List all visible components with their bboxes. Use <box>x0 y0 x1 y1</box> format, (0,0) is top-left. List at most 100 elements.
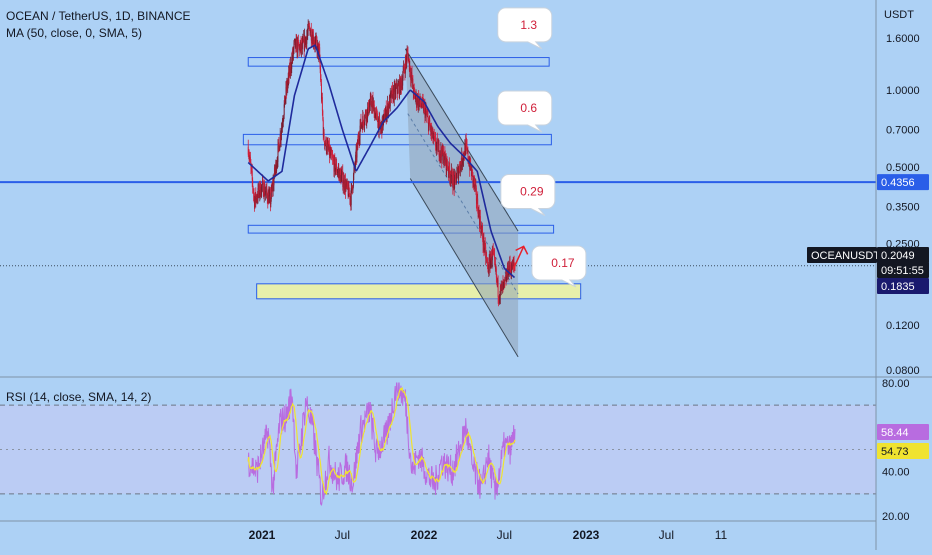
rsi-axis[interactable]: 80.00 40.00 20.00 <box>882 378 910 523</box>
candle-body <box>316 37 318 43</box>
candle <box>485 243 487 266</box>
candle-body <box>321 83 322 100</box>
callout-4[interactable]: 0.17 <box>531 245 587 288</box>
symbol-title[interactable]: OCEAN / TetherUS, 1D, BINANCE <box>6 9 191 23</box>
price-axis[interactable]: USDT 1.60001.00000.70000.50000.35000.250… <box>884 9 920 377</box>
candle-body <box>379 120 381 127</box>
candle-body <box>307 24 309 32</box>
candle-body <box>349 193 351 200</box>
candle-body <box>379 118 381 121</box>
candle-body <box>495 263 496 270</box>
candle-body <box>362 116 364 121</box>
candle-body <box>333 159 334 162</box>
candle-body <box>477 198 479 211</box>
candle <box>257 183 259 204</box>
zone-box-3[interactable] <box>247 224 555 234</box>
last-price-badge-bg <box>877 247 929 263</box>
candle-body <box>427 115 429 117</box>
callout-bubble <box>497 90 553 133</box>
time-tick-label: Jul <box>659 528 674 542</box>
hline-price-badge-bg <box>877 174 929 191</box>
candle-body <box>253 193 255 196</box>
candle-body <box>318 46 320 56</box>
rsi-indicator-label[interactable]: RSI (14, close, SMA, 14, 2) <box>6 390 152 404</box>
channel-fill[interactable] <box>405 48 519 357</box>
candle <box>475 185 477 209</box>
candle <box>295 38 297 49</box>
candle-body <box>265 190 267 193</box>
candle-body <box>499 298 500 301</box>
candle <box>260 180 262 197</box>
target-arrow[interactable] <box>512 245 529 269</box>
zone-box-4[interactable] <box>256 283 582 300</box>
rsi-tick-label: 20.00 <box>882 511 910 523</box>
zone-box-1[interactable] <box>247 57 550 67</box>
candle-body <box>368 106 370 113</box>
rsi-ma-value-badge-text: 54.73 <box>881 446 909 458</box>
ma-value-badge: 0.1835 <box>877 278 929 294</box>
callout-3[interactable]: 0.29 <box>500 174 556 217</box>
candle-body <box>484 243 486 247</box>
candle-body <box>279 135 281 147</box>
candle <box>307 19 309 36</box>
candle-body <box>341 172 343 176</box>
rsi-value-badge-bg <box>877 424 929 440</box>
candle-body <box>360 124 362 127</box>
candle-body <box>372 103 374 109</box>
candle-body <box>279 146 281 151</box>
candle-body <box>255 192 257 201</box>
candle-body <box>320 69 322 81</box>
candle-body <box>499 296 501 299</box>
candle <box>509 255 511 276</box>
candle-body <box>384 113 385 123</box>
callout-1[interactable]: 1.3 <box>497 7 553 50</box>
candle-body <box>330 151 332 155</box>
candle-body <box>488 270 490 272</box>
candle <box>310 22 312 48</box>
candle-body <box>326 150 328 152</box>
rsi-ma-line[interactable] <box>247 386 516 496</box>
candle-body <box>466 142 468 146</box>
candle-body <box>309 27 311 36</box>
candle-body <box>273 168 275 178</box>
candle-body <box>254 199 256 208</box>
callout-2[interactable]: 0.6 <box>497 90 553 133</box>
candle <box>301 36 303 55</box>
candle-body <box>439 153 441 158</box>
candle-body <box>461 153 463 164</box>
channel-upper-line[interactable] <box>404 48 519 232</box>
time-tick-label: Jul <box>335 528 350 542</box>
candle-body <box>402 78 404 86</box>
candle-body <box>386 108 388 115</box>
candle <box>459 161 461 177</box>
candle-body <box>261 181 263 185</box>
callout-label: 0.6 <box>520 101 537 115</box>
candle <box>326 137 328 155</box>
candle <box>410 67 412 88</box>
zone-box-2[interactable] <box>242 133 552 146</box>
channel-lower-line[interactable] <box>409 178 519 358</box>
candle-body <box>509 261 511 269</box>
candle-body <box>292 49 294 59</box>
candle-body <box>472 172 474 182</box>
candle-body <box>481 227 483 231</box>
candle-body <box>250 157 251 163</box>
ma-indicator-label[interactable]: MA (50, close, 0, SMA, 5) <box>6 26 143 40</box>
price-tick-label: 0.5000 <box>886 162 920 174</box>
candle-body <box>502 282 504 285</box>
candle-body <box>451 169 453 172</box>
candle-body <box>444 151 446 157</box>
candle <box>247 139 249 157</box>
candle <box>297 35 299 58</box>
last-price-badge-text: 0.2049 <box>881 250 915 262</box>
candle-body <box>301 42 303 49</box>
price-tick-label: 1.0000 <box>886 85 920 97</box>
candle-body <box>293 42 295 49</box>
time-tick-label: 2021 <box>249 528 276 542</box>
time-axis[interactable]: 2021 Jul 2022 Jul 2023 Jul 11 <box>249 528 728 542</box>
candle-body <box>335 168 337 172</box>
last-price-badge: 0.2049 <box>877 247 929 263</box>
ma-line[interactable] <box>247 44 516 279</box>
